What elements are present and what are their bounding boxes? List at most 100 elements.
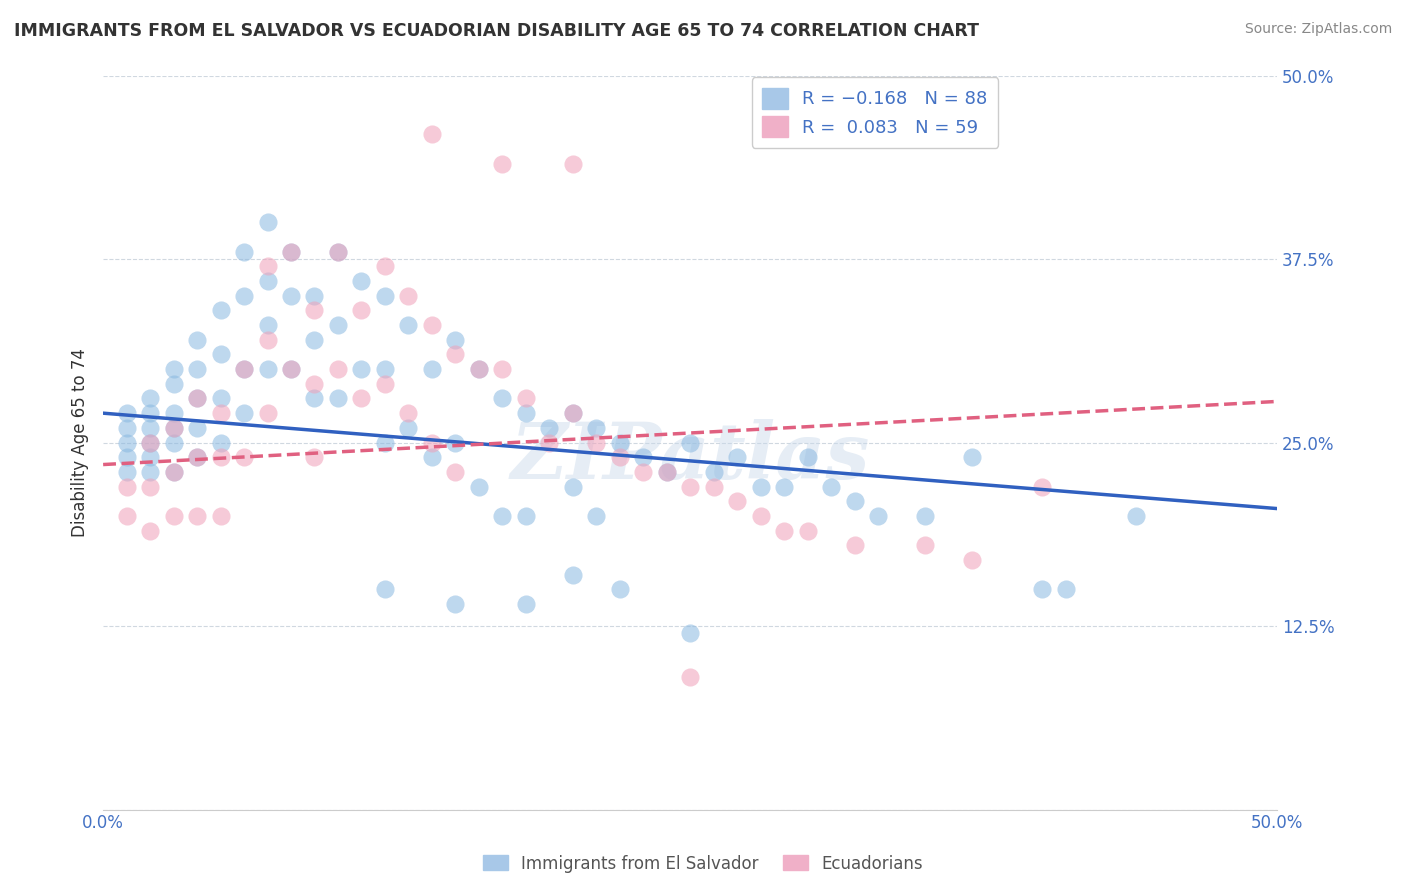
Point xyxy=(162,421,184,435)
Point xyxy=(162,362,184,376)
Point xyxy=(115,465,138,479)
Point xyxy=(679,626,702,640)
Point xyxy=(256,333,278,347)
Point xyxy=(444,465,467,479)
Point xyxy=(515,597,537,611)
Point xyxy=(162,376,184,391)
Point xyxy=(115,406,138,420)
Point xyxy=(115,479,138,493)
Point xyxy=(609,450,631,465)
Point xyxy=(209,303,232,318)
Point xyxy=(679,670,702,684)
Point xyxy=(256,215,278,229)
Point xyxy=(256,406,278,420)
Point xyxy=(538,435,561,450)
Point xyxy=(280,362,302,376)
Point xyxy=(585,435,607,450)
Point xyxy=(209,392,232,406)
Point xyxy=(396,289,419,303)
Point xyxy=(162,421,184,435)
Point xyxy=(468,362,491,376)
Point xyxy=(139,406,162,420)
Point xyxy=(420,362,443,376)
Point xyxy=(703,465,725,479)
Point xyxy=(491,392,513,406)
Point xyxy=(326,244,349,259)
Point xyxy=(233,244,256,259)
Point xyxy=(515,508,537,523)
Point xyxy=(703,479,725,493)
Point xyxy=(256,318,278,332)
Point xyxy=(350,362,373,376)
Point xyxy=(139,465,162,479)
Point xyxy=(233,406,256,420)
Point xyxy=(139,421,162,435)
Point xyxy=(374,289,396,303)
Point xyxy=(491,508,513,523)
Point xyxy=(515,406,537,420)
Point xyxy=(139,450,162,465)
Point xyxy=(396,406,419,420)
Point xyxy=(209,508,232,523)
Point xyxy=(609,435,631,450)
Point xyxy=(304,303,326,318)
Point xyxy=(326,244,349,259)
Point xyxy=(844,538,866,552)
Point xyxy=(186,450,208,465)
Point xyxy=(868,508,890,523)
Point xyxy=(491,362,513,376)
Point xyxy=(186,392,208,406)
Point xyxy=(420,435,443,450)
Point xyxy=(655,465,678,479)
Point xyxy=(420,318,443,332)
Point xyxy=(162,406,184,420)
Point xyxy=(115,508,138,523)
Point xyxy=(233,450,256,465)
Point xyxy=(820,479,842,493)
Point xyxy=(233,362,256,376)
Point xyxy=(326,362,349,376)
Point xyxy=(725,494,748,508)
Point xyxy=(304,333,326,347)
Point xyxy=(585,508,607,523)
Point xyxy=(350,274,373,288)
Point xyxy=(280,289,302,303)
Point xyxy=(444,347,467,361)
Point xyxy=(655,465,678,479)
Point xyxy=(468,479,491,493)
Point xyxy=(796,450,818,465)
Point xyxy=(326,392,349,406)
Point xyxy=(209,435,232,450)
Point xyxy=(280,244,302,259)
Point xyxy=(139,392,162,406)
Point xyxy=(162,465,184,479)
Point xyxy=(491,156,513,170)
Point xyxy=(631,450,654,465)
Point xyxy=(280,244,302,259)
Point xyxy=(374,260,396,274)
Point xyxy=(444,333,467,347)
Point xyxy=(561,406,583,420)
Point xyxy=(773,479,796,493)
Point xyxy=(162,508,184,523)
Point xyxy=(233,289,256,303)
Point xyxy=(444,597,467,611)
Point xyxy=(374,376,396,391)
Point xyxy=(256,274,278,288)
Point xyxy=(280,362,302,376)
Point xyxy=(256,362,278,376)
Point xyxy=(1054,582,1077,597)
Point xyxy=(186,450,208,465)
Point xyxy=(209,450,232,465)
Point xyxy=(585,421,607,435)
Point xyxy=(679,479,702,493)
Point xyxy=(304,450,326,465)
Point xyxy=(209,406,232,420)
Point xyxy=(515,392,537,406)
Point xyxy=(561,406,583,420)
Point xyxy=(725,450,748,465)
Point xyxy=(186,333,208,347)
Point xyxy=(139,435,162,450)
Point xyxy=(304,392,326,406)
Text: ZIPatlas: ZIPatlas xyxy=(510,419,870,495)
